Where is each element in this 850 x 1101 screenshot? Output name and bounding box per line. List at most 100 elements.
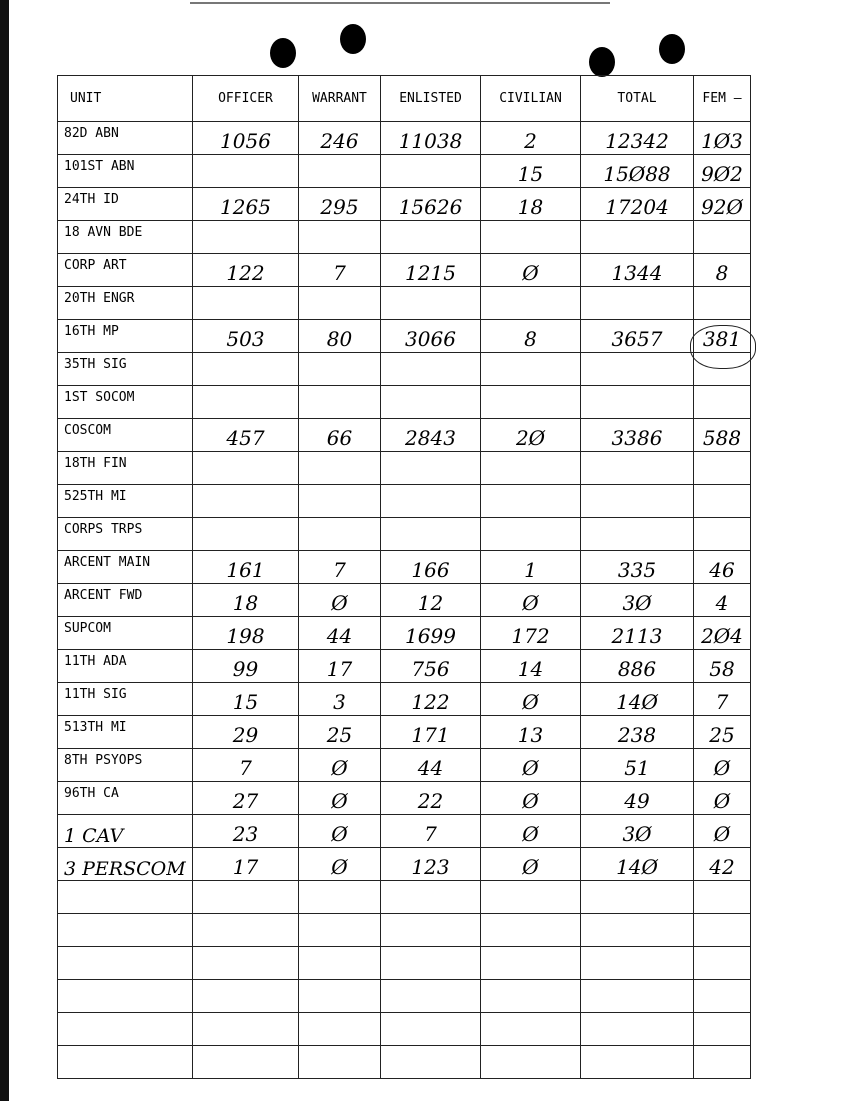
unit-cell: 16TH MP <box>57 319 193 353</box>
value-cell <box>693 286 751 320</box>
empty-cell <box>192 946 299 980</box>
table-row: COSCOM 457 66 2843 2Ø 3386 588 <box>57 418 751 452</box>
value-cell: 123 <box>380 847 481 881</box>
value-cell <box>380 484 481 518</box>
empty-cell <box>380 979 481 1013</box>
table-row: ARCENT FWD 18 Ø 12 Ø 3Ø 4 <box>57 583 751 617</box>
value-cell: 246 <box>298 121 381 155</box>
scan-edge <box>0 0 9 1101</box>
value-cell: 49 <box>580 781 694 815</box>
table-row: ARCENT MAIN 161 7 166 1 335 46 <box>57 550 751 584</box>
value-cell: 42 <box>693 847 751 881</box>
empty-cell <box>57 880 193 914</box>
table-row: 11TH ADA 99 17 756 14 886 58 <box>57 649 751 683</box>
empty-cell <box>380 1045 481 1079</box>
empty-cell <box>380 1012 481 1046</box>
empty-cell <box>480 1045 581 1079</box>
value-cell: Ø <box>298 814 381 848</box>
table-row: 8TH PSYOPS 7 Ø 44 Ø 51 Ø <box>57 748 751 782</box>
unit-cell: 3 PERSCOM <box>57 847 193 881</box>
value-cell <box>192 517 299 551</box>
unit-cell: 8TH PSYOPS <box>57 748 193 782</box>
blank-row <box>57 979 751 1013</box>
table-row: 101ST ABN 15 15Ø88 9Ø2 <box>57 154 751 188</box>
value-cell <box>380 154 481 188</box>
value-cell: Ø <box>480 814 581 848</box>
column-header: UNIT <box>57 75 193 122</box>
value-cell: 15 <box>480 154 581 188</box>
table-row: 20TH ENGR <box>57 286 751 320</box>
table-row: 18 AVN BDE <box>57 220 751 254</box>
value-cell: Ø <box>480 847 581 881</box>
value-cell <box>580 286 694 320</box>
empty-cell <box>192 1045 299 1079</box>
unit-cell: COSCOM <box>57 418 193 452</box>
value-cell: 18 <box>480 187 581 221</box>
value-cell: 51 <box>580 748 694 782</box>
punch-hole <box>340 24 366 54</box>
value-cell <box>380 385 481 419</box>
value-cell: 44 <box>380 748 481 782</box>
unit-cell: CORP ART <box>57 253 193 287</box>
unit-cell: 20TH ENGR <box>57 286 193 320</box>
unit-cell: CORPS TRPS <box>57 517 193 551</box>
value-cell: 14Ø <box>580 847 694 881</box>
value-cell: 1215 <box>380 253 481 287</box>
value-cell: 1344 <box>580 253 694 287</box>
value-cell: Ø <box>480 253 581 287</box>
blank-row <box>57 913 751 947</box>
unit-cell: 101ST ABN <box>57 154 193 188</box>
empty-cell <box>480 880 581 914</box>
value-cell: 2 <box>480 121 581 155</box>
value-cell <box>480 451 581 485</box>
value-cell: 3Ø <box>580 583 694 617</box>
column-header: WARRANT <box>298 75 381 122</box>
table-row: 16TH MP 503 80 3066 8 3657 381 <box>57 319 751 353</box>
value-cell: 58 <box>693 649 751 683</box>
value-cell: 25 <box>298 715 381 749</box>
value-cell <box>480 385 581 419</box>
value-cell: Ø <box>298 781 381 815</box>
value-cell: 92Ø <box>693 187 751 221</box>
circled-annotation <box>690 325 756 369</box>
value-cell: Ø <box>298 748 381 782</box>
value-cell: 2Ø4 <box>693 616 751 650</box>
value-cell <box>380 220 481 254</box>
table-row: 1ST SOCOM <box>57 385 751 419</box>
column-header: CIVILIAN <box>480 75 581 122</box>
value-cell: 1Ø3 <box>693 121 751 155</box>
value-cell: 1 <box>480 550 581 584</box>
value-cell <box>480 286 581 320</box>
empty-cell <box>580 1045 694 1079</box>
value-cell: Ø <box>480 583 581 617</box>
column-header: ENLISTED <box>380 75 481 122</box>
value-cell <box>192 154 299 188</box>
value-cell: 66 <box>298 418 381 452</box>
value-cell: Ø <box>298 847 381 881</box>
empty-cell <box>580 1012 694 1046</box>
table-row: 11TH SIG 15 3 122 Ø 14Ø 7 <box>57 682 751 716</box>
value-cell: 29 <box>192 715 299 749</box>
value-cell <box>580 352 694 386</box>
value-cell <box>380 517 481 551</box>
value-cell <box>480 484 581 518</box>
empty-cell <box>192 913 299 947</box>
value-cell <box>380 352 481 386</box>
value-cell <box>380 451 481 485</box>
value-cell: 11038 <box>380 121 481 155</box>
empty-cell <box>380 946 481 980</box>
empty-cell <box>380 880 481 914</box>
empty-cell <box>580 913 694 947</box>
empty-cell <box>298 1012 381 1046</box>
value-cell: 13 <box>480 715 581 749</box>
value-cell <box>298 385 381 419</box>
blank-row <box>57 946 751 980</box>
value-cell <box>298 484 381 518</box>
value-cell: 161 <box>192 550 299 584</box>
value-cell: 503 <box>192 319 299 353</box>
unit-cell: ARCENT FWD <box>57 583 193 617</box>
table-row: 525TH MI <box>57 484 751 518</box>
value-cell: 171 <box>380 715 481 749</box>
value-cell <box>192 220 299 254</box>
value-cell: 3386 <box>580 418 694 452</box>
